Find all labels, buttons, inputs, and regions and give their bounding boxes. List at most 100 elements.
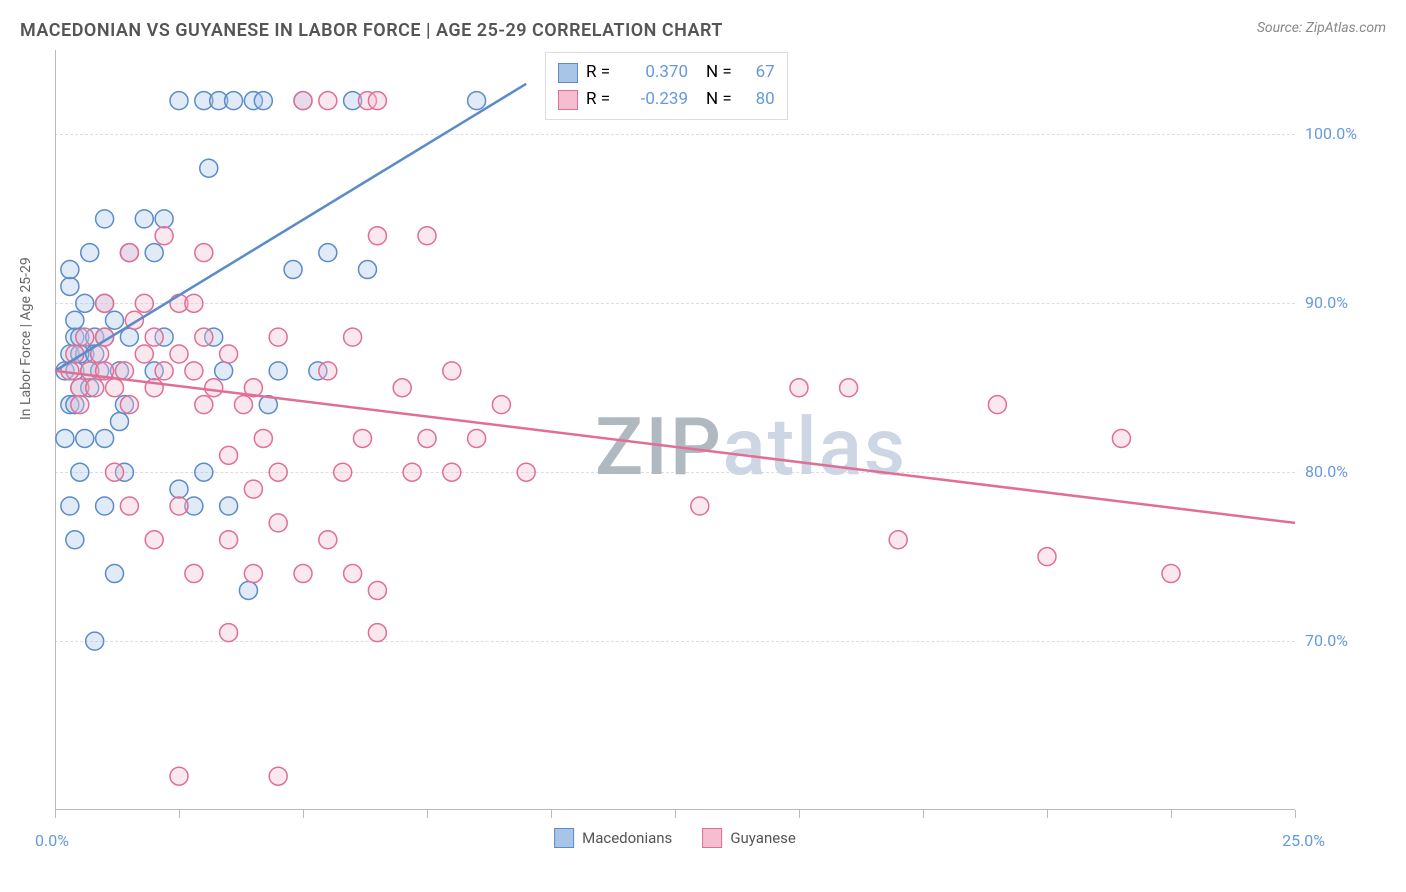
data-point (215, 362, 233, 380)
x-tick (179, 810, 180, 818)
data-point (403, 463, 421, 481)
data-point (269, 362, 287, 380)
x-tick (55, 810, 56, 818)
data-point (393, 379, 411, 397)
data-point (155, 362, 173, 380)
y-tick-label: 90.0% (1305, 293, 1385, 312)
y-tick-label: 70.0% (1305, 631, 1385, 650)
data-point (185, 565, 203, 583)
legend-item-guyanese: Guyanese (702, 828, 796, 848)
data-point (170, 345, 188, 363)
data-point (234, 396, 252, 414)
data-point (354, 429, 372, 447)
data-point (106, 463, 124, 481)
scatter-svg (55, 50, 1295, 810)
data-point (254, 429, 272, 447)
data-point (66, 311, 84, 329)
data-point (319, 244, 337, 262)
data-point (418, 429, 436, 447)
correlation-legend: R = 0.370 N = 67 R = -0.239 N = 80 (545, 52, 788, 120)
data-point (294, 92, 312, 110)
data-point (368, 581, 386, 599)
data-point (145, 328, 163, 346)
data-point (239, 581, 257, 599)
data-point (86, 632, 104, 650)
x-tick (303, 810, 304, 818)
data-point (76, 328, 94, 346)
data-point (200, 159, 218, 177)
data-point (135, 294, 153, 312)
data-point (195, 244, 213, 262)
data-point (170, 767, 188, 785)
data-point (443, 463, 461, 481)
data-point (468, 429, 486, 447)
data-point (220, 446, 238, 464)
data-point (889, 531, 907, 549)
data-point (106, 565, 124, 583)
series-name-guyanese: Guyanese (730, 829, 796, 847)
data-point (358, 261, 376, 279)
data-point (988, 396, 1006, 414)
data-point (86, 379, 104, 397)
x-tick (799, 810, 800, 818)
n-value-guyanese: 80 (740, 86, 775, 113)
data-point (81, 244, 99, 262)
x-tick (675, 810, 676, 818)
data-point (71, 396, 89, 414)
data-point (319, 92, 337, 110)
r-label: R = (586, 59, 610, 86)
series-legend: Macedonians Guyanese (554, 828, 796, 848)
data-point (170, 480, 188, 498)
data-point (61, 497, 79, 515)
n-label: N = (706, 86, 732, 113)
data-point (195, 396, 213, 414)
data-point (220, 345, 238, 363)
data-point (120, 396, 138, 414)
source-attribution: Source: ZipAtlas.com (1257, 20, 1386, 36)
data-point (135, 345, 153, 363)
r-label: R = (586, 86, 610, 113)
r-value-guyanese: -0.239 (618, 86, 688, 113)
data-point (294, 565, 312, 583)
data-point (155, 210, 173, 228)
y-axis-label: In Labor Force | Age 25-29 (18, 257, 34, 420)
data-point (269, 514, 287, 532)
data-point (368, 624, 386, 642)
data-point (790, 379, 808, 397)
data-point (244, 565, 262, 583)
data-point (71, 463, 89, 481)
data-point (443, 362, 461, 380)
swatch-macedonians-bottom (554, 828, 574, 848)
data-point (334, 463, 352, 481)
data-point (1112, 429, 1130, 447)
data-point (205, 379, 223, 397)
x-tick (427, 810, 428, 818)
series-name-macedonians: Macedonians (582, 829, 672, 847)
data-point (269, 463, 287, 481)
data-point (61, 277, 79, 295)
data-point (115, 362, 133, 380)
data-point (61, 261, 79, 279)
data-point (691, 497, 709, 515)
plot-area: 70.0%80.0%90.0%100.0% 0.0% 25.0% ZIPatla… (55, 50, 1295, 810)
data-point (145, 531, 163, 549)
data-point (220, 497, 238, 515)
data-point (269, 328, 287, 346)
data-point (517, 463, 535, 481)
legend-item-macedonians: Macedonians (554, 828, 672, 848)
data-point (106, 379, 124, 397)
data-point (56, 429, 74, 447)
data-point (96, 294, 114, 312)
legend-row-macedonians: R = 0.370 N = 67 (558, 59, 775, 86)
x-tick (1295, 810, 1296, 818)
data-point (135, 210, 153, 228)
n-value-macedonians: 67 (740, 59, 775, 86)
data-point (170, 92, 188, 110)
legend-row-guyanese: R = -0.239 N = 80 (558, 86, 775, 113)
data-point (185, 294, 203, 312)
data-point (319, 531, 337, 549)
data-point (96, 429, 114, 447)
swatch-guyanese (558, 90, 578, 110)
data-point (185, 362, 203, 380)
data-point (195, 463, 213, 481)
